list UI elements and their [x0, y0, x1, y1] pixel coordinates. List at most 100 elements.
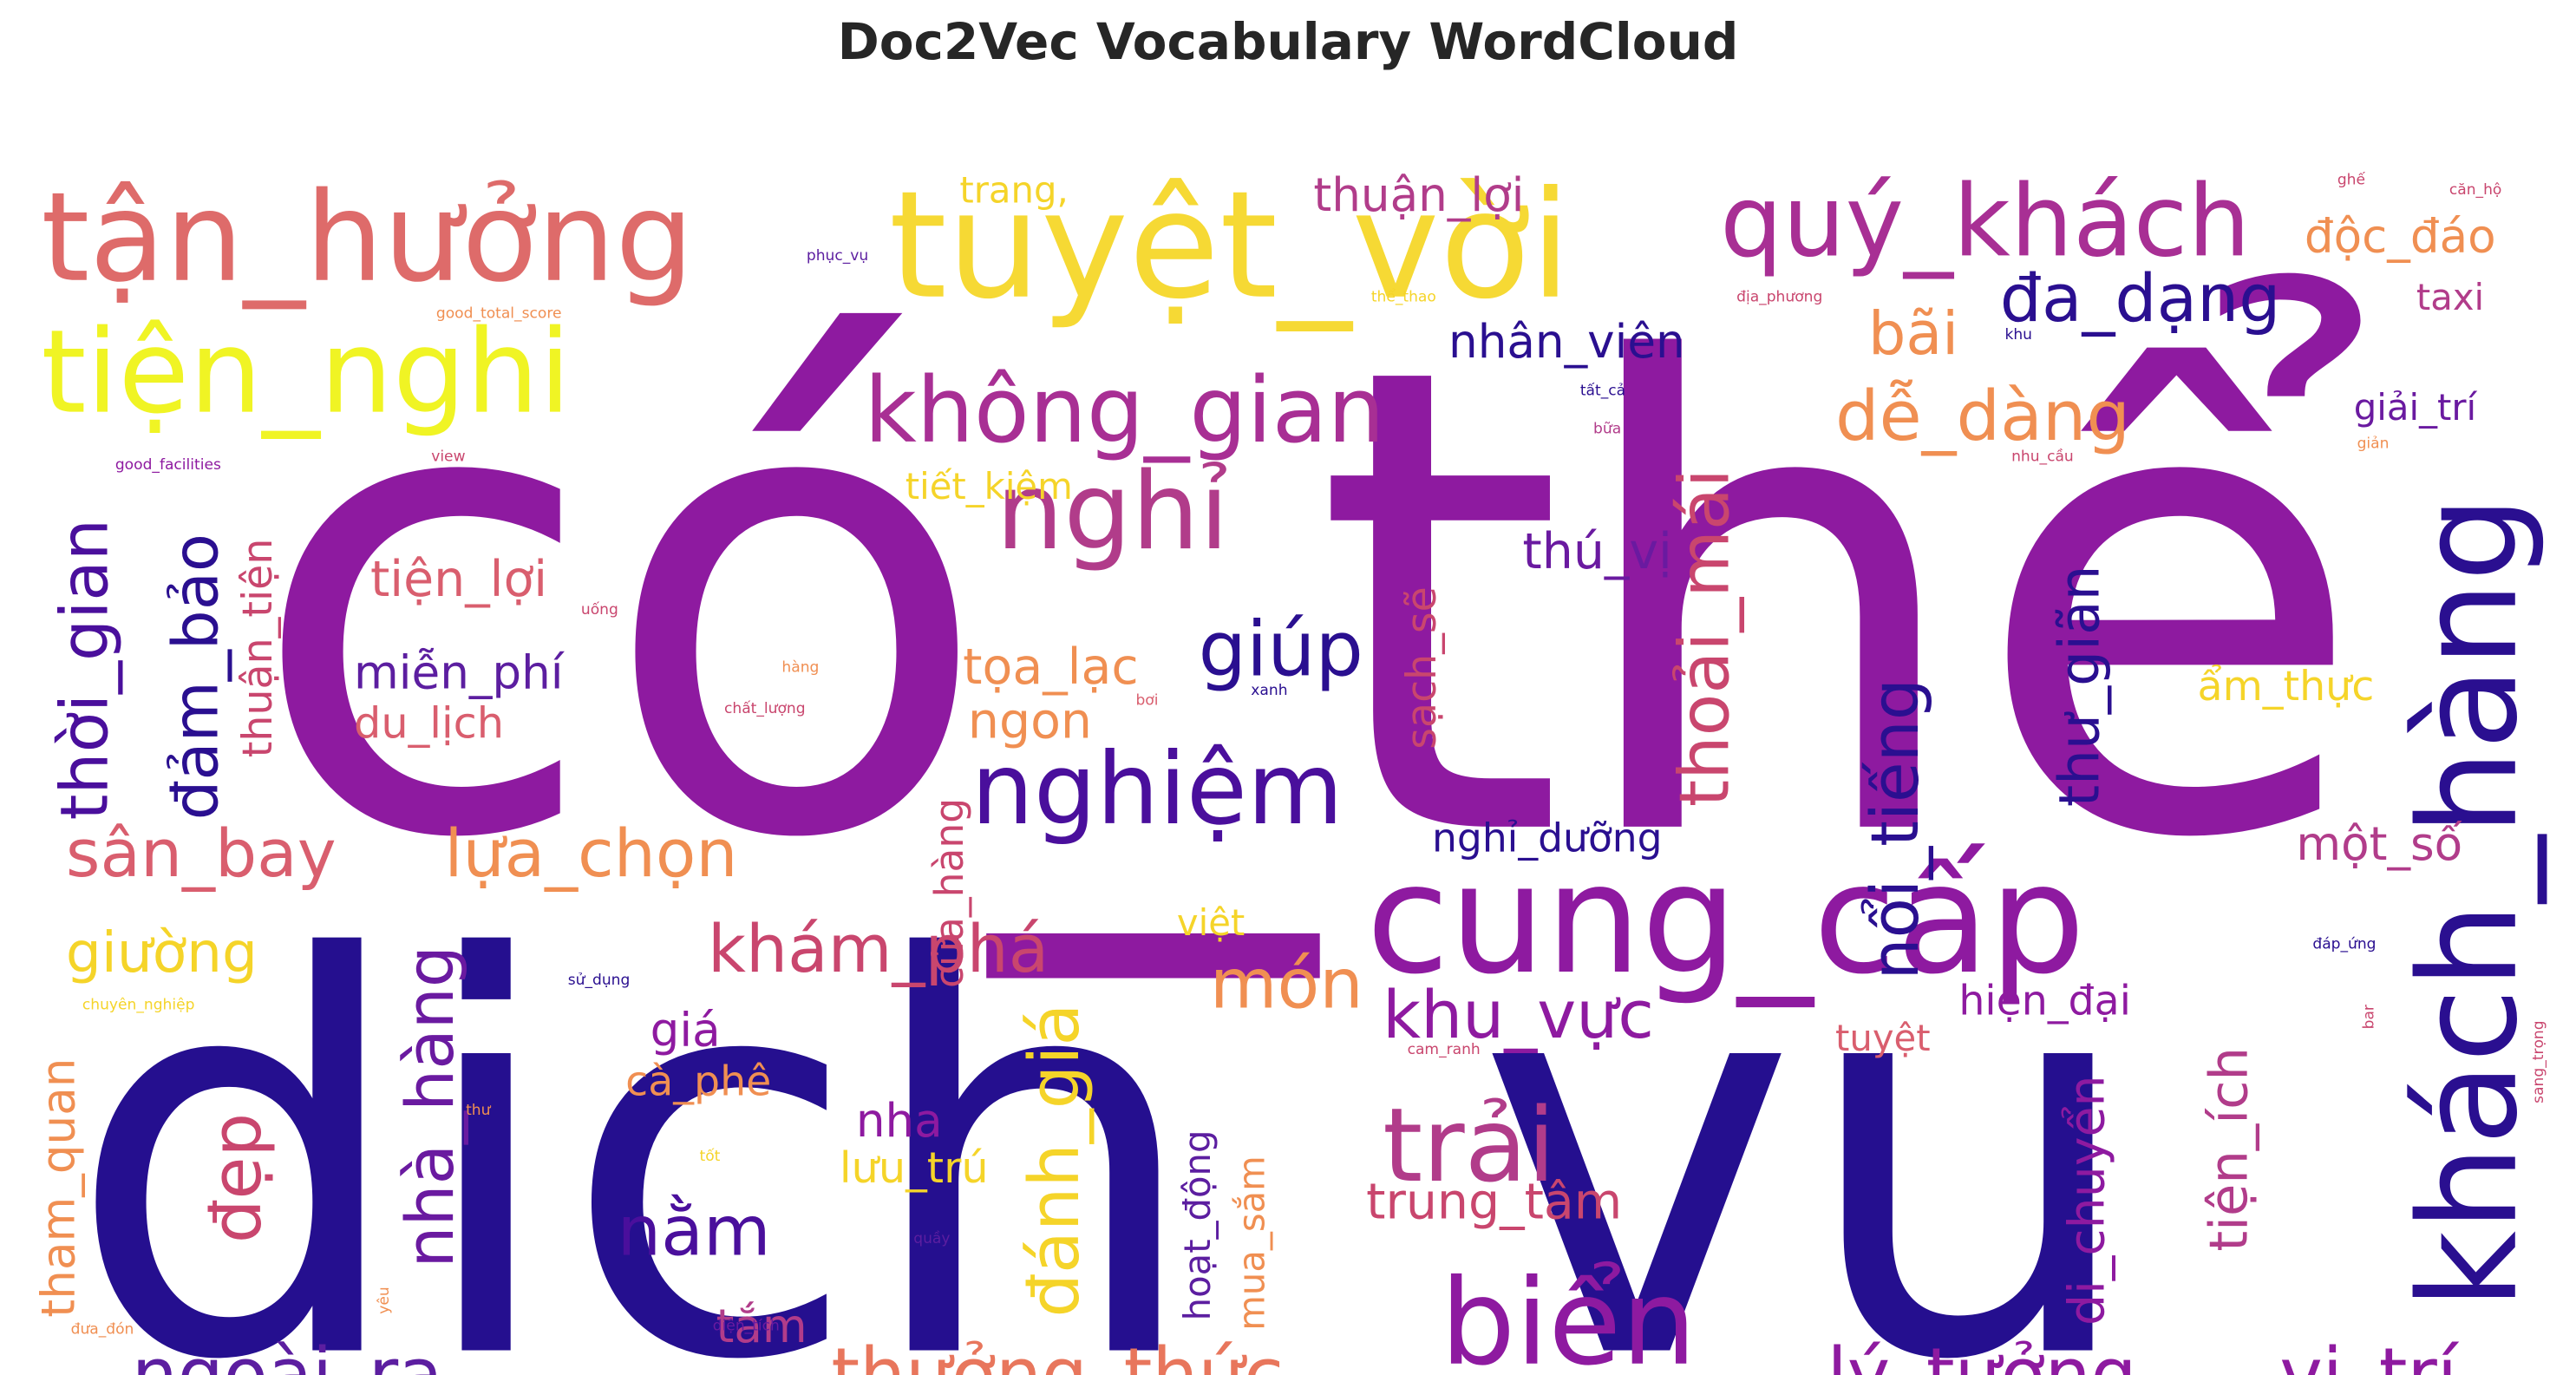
word-38: tham_quan [31, 1058, 85, 1318]
word-65: một_số [2296, 817, 2462, 871]
word-15: lý_tưởng [1827, 1332, 2137, 1375]
word-92: yêu [376, 1287, 393, 1313]
word-82: khu [2004, 326, 2032, 344]
word-6: không_gian [864, 357, 1384, 463]
word-27: nhà_hàng [392, 946, 468, 1268]
word-80: tất_cả [1580, 382, 1625, 400]
word-43: thú_vị [1522, 523, 1671, 580]
word-61: độc_đáo [2305, 209, 2496, 263]
word-33: nha [856, 1094, 943, 1148]
word-79: địa_phương [1736, 288, 1822, 305]
word-56: di_chuyển [2058, 1075, 2115, 1326]
word-72: view [431, 449, 465, 466]
word-66: hiện_đại [1958, 977, 2131, 1025]
word-76: bơi [1135, 691, 1158, 709]
word-63: giải_trí [2354, 386, 2478, 429]
word-17: sân_bay [66, 815, 337, 892]
word-81: bữa [1593, 420, 1621, 437]
word-22: tiện_lợi [370, 551, 547, 608]
word-30: món [1210, 944, 1363, 1025]
word-68: tiện_ích [2199, 1047, 2259, 1252]
word-16: vị_trí [2279, 1332, 2459, 1375]
word-88: sử_dụng [568, 972, 631, 989]
word-77: xanh [1251, 682, 1287, 699]
word-46: thuận_lợi [1313, 168, 1524, 222]
word-2: tuyệt_vời [889, 160, 1572, 332]
word-37: đẹp [196, 1113, 277, 1243]
word-32: cà_phê [625, 1057, 771, 1105]
word-85: căn_hộ [2449, 181, 2501, 199]
word-25: giường [66, 920, 258, 985]
word-19: thời_gian [46, 519, 122, 820]
word-35: nằm [618, 1190, 771, 1271]
word-50: khu_vực [1383, 977, 1654, 1053]
word-31: giá [651, 1003, 721, 1057]
word-12: biển [1441, 1254, 1697, 1375]
word-74: hàng [781, 659, 819, 677]
word-20: đảm_bảo [160, 534, 233, 820]
word-49: nghỉ_dưỡng [1432, 815, 1662, 861]
word-86: giản [2357, 435, 2390, 452]
word-9: cung_cấp [1366, 832, 2085, 1008]
word-75: chất_lượng [724, 699, 806, 717]
word-58: đa_dạng [2000, 260, 2281, 337]
word-7: nghỉ [996, 449, 1229, 574]
word-54: mua_sắm [1230, 1156, 1272, 1331]
word-70: good_total_score [436, 304, 562, 322]
word-4: tiện_nghi [41, 306, 571, 440]
word-67: tuyệt [1835, 1017, 1931, 1059]
word-90: tốt [700, 1147, 721, 1165]
word-18: lựa_chọn [444, 815, 737, 892]
word-42: sạch_sẽ [1398, 586, 1446, 750]
word-28: đánh_giá [1014, 1004, 1095, 1318]
word-41: ngon [968, 692, 1092, 750]
word-98: bar [2361, 1004, 2378, 1029]
word-83: nhu_cầu [2011, 448, 2074, 466]
word-96: cam_ranh [1408, 1041, 1481, 1058]
chart-title: Doc2Vec Vocabulary WordCloud [837, 12, 1739, 71]
word-36: tắm [716, 1300, 807, 1353]
word-89: thư [466, 1102, 492, 1119]
word-1: dịch_vụ [66, 846, 2141, 1375]
word-52: trung_tâm [1366, 1174, 1622, 1231]
word-78: thể_thao [1371, 287, 1436, 305]
word-10: nghiệm [971, 731, 1344, 847]
word-99: sang_trọng [2530, 1020, 2547, 1103]
word-24: du_lịch [354, 697, 504, 748]
word-69: phục_vụ [807, 247, 868, 265]
word-57: thư_giãn [2048, 565, 2113, 807]
word-0: có_thể [247, 231, 2367, 987]
word-45: nhân_viên [1448, 315, 1685, 369]
word-40: tọa_lạc [963, 638, 1138, 696]
word-11: trải [1383, 1086, 1555, 1205]
word-71: good_facilities [115, 456, 221, 474]
word-5: quý_khách [1720, 163, 2250, 278]
word-84: ghế [2337, 171, 2366, 189]
word-93: đưa_đón [71, 1321, 134, 1339]
word-48: tiết_kiệm [906, 465, 1073, 507]
word-97: đáp_ứng [2312, 935, 2376, 953]
word-39: giúp [1199, 605, 1363, 693]
word-94: diện_tích [713, 1318, 780, 1335]
word-8: khách_hàng [2390, 496, 2547, 1310]
word-34: lưu_trú [840, 1143, 989, 1193]
word-21: thuận_tiện [234, 539, 282, 758]
word-53: hoạt_động [1176, 1130, 1219, 1321]
word-47: trang, [959, 169, 1068, 212]
word-64: ẩm_thực [2198, 663, 2375, 710]
word-13: thưởng_thức [831, 1332, 1284, 1375]
word-55: nổi_tiếng [1857, 678, 1933, 979]
word-3: tận_hưởng [41, 166, 693, 310]
word-59: dễ_dàng [1835, 376, 2130, 456]
word-44: thoải_mái [1664, 468, 1745, 807]
word-29: cửa_hàng [926, 798, 972, 988]
word-87: chuyên_nghiệp [82, 997, 195, 1014]
word-91: quầy [913, 1229, 950, 1247]
word-14: ngoài_ra [132, 1332, 443, 1375]
word-23: miễn_phí [354, 645, 566, 699]
word-51: việt [1177, 901, 1245, 944]
word-73: uống [581, 600, 618, 619]
word-26: khám_phá [708, 911, 1049, 987]
word-cloud: có_thể dịch_vụ tuyệt_vời tận_hưởng tiện_nghi… [0, 82, 2576, 1375]
